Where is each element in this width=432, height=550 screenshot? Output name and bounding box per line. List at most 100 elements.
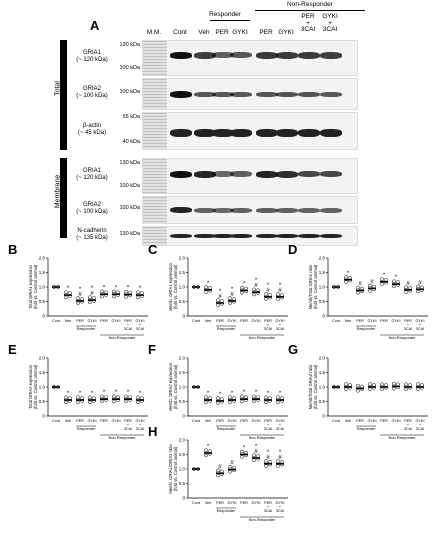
x-tick-label-F-7-1: + bbox=[279, 423, 282, 427]
sig-mark-E-4-0: * bbox=[103, 390, 106, 396]
y-axis-label-C-0: Memb. GRIA1 expression bbox=[168, 262, 173, 311]
band-lane-3 bbox=[212, 234, 234, 238]
data-point-F-1-1 bbox=[208, 399, 212, 403]
x-tick-label-G-4-0: PER bbox=[380, 419, 388, 423]
data-point-E-0-0 bbox=[52, 385, 56, 389]
y-axis-label-B-1: (fold vs. Control animal) bbox=[33, 264, 38, 309]
x-tick-label-D-6-1: + bbox=[407, 323, 410, 327]
mw-marker-3-0: 130 kDa bbox=[119, 160, 141, 166]
sig-mark-F-4-0: * bbox=[243, 390, 246, 396]
y-tick-label-E-2: 1.0 bbox=[39, 385, 46, 390]
data-point-C-4-2 bbox=[240, 287, 244, 292]
band-lane-7 bbox=[298, 171, 320, 177]
data-point-F-5-2 bbox=[252, 396, 256, 401]
data-point-D-0-3 bbox=[336, 285, 340, 289]
y-axis-label-E-0: Total GRIA2 expression bbox=[28, 364, 33, 409]
data-point-G-1-2 bbox=[344, 384, 348, 388]
x-tick-label-E-6-1: + bbox=[127, 423, 130, 427]
data-point-D-7-3 bbox=[420, 285, 424, 290]
x-tick-label-D-7-1: + bbox=[419, 323, 422, 327]
lane-header-3: PER bbox=[215, 29, 229, 36]
data-point-G-7-4 bbox=[416, 382, 420, 386]
sig-mark-B-6-0: * bbox=[127, 286, 130, 292]
data-point-G-0-0 bbox=[332, 385, 336, 389]
data-point-B-3-3 bbox=[92, 296, 96, 300]
x-tick-label-D-4-0: PER bbox=[380, 319, 388, 323]
x-tick-label-G-2-0: PER bbox=[356, 419, 364, 423]
data-point-F-3-0 bbox=[228, 400, 232, 405]
data-point-G-2-0 bbox=[356, 389, 360, 393]
y-tick-label-G-2: 1.0 bbox=[319, 385, 326, 390]
y-tick-label-C-3: 1.5 bbox=[179, 270, 186, 275]
data-point-B-0-1 bbox=[56, 285, 60, 289]
data-point-D-2-1 bbox=[360, 289, 364, 294]
responder-label-C: Responder bbox=[217, 327, 236, 331]
data-point-E-1-0 bbox=[64, 400, 68, 405]
responder-group-line bbox=[210, 20, 250, 21]
sig-mark-D-7-0: # bbox=[418, 280, 422, 286]
data-point-B-5-1 bbox=[116, 293, 120, 297]
y-tick-label-B-1: 0.5 bbox=[39, 299, 46, 304]
data-point-H-7-3 bbox=[280, 460, 284, 464]
data-point-F-1-4 bbox=[204, 395, 208, 399]
nonresponder-label-C: Non-Responder bbox=[249, 336, 277, 340]
data-point-F-6-0 bbox=[264, 400, 268, 405]
x-tick-label-H-7-0: GYKI bbox=[275, 501, 284, 505]
mw-marker-5-0: 130 kDa bbox=[119, 231, 141, 237]
sig-mark-F-5-0: * bbox=[255, 390, 258, 396]
data-point-H-2-3 bbox=[220, 469, 224, 474]
y-tick-label-B-0: 0 bbox=[42, 314, 45, 319]
data-point-H-1-1 bbox=[208, 452, 212, 456]
data-point-E-6-4 bbox=[124, 394, 128, 399]
sig-mark-E-6-0: * bbox=[127, 390, 130, 396]
responder-label-G: Responder bbox=[357, 427, 376, 431]
sig-mark-H-3-0: # bbox=[230, 461, 234, 467]
sig-mark-C-7-0: # bbox=[278, 288, 282, 294]
sig-mark-D-3-0: # bbox=[370, 279, 374, 285]
data-point-B-3-1 bbox=[92, 299, 96, 303]
x-tick-label-E-1-0: Veh bbox=[65, 419, 72, 423]
data-point-C-3-4 bbox=[228, 296, 232, 300]
data-point-B-4-4 bbox=[100, 289, 104, 294]
data-point-E-1-2 bbox=[64, 397, 68, 401]
data-point-E-0-2 bbox=[52, 385, 56, 389]
y-axis-label-B-0: Total GRIA1 expression bbox=[28, 264, 33, 309]
band-lane-5 bbox=[256, 92, 278, 97]
x-tick-label-B-0-0: Cont bbox=[52, 319, 61, 323]
data-point-G-3-1 bbox=[372, 386, 376, 390]
data-point-D-6-0 bbox=[404, 290, 408, 294]
sig-mark-H-2-0: # bbox=[218, 464, 222, 470]
data-point-B-1-0 bbox=[64, 295, 68, 300]
data-point-G-2-3 bbox=[360, 384, 364, 389]
sig-mark-C-2-0: # bbox=[218, 294, 222, 300]
x-tick-label-H-3-0: GYKI bbox=[227, 501, 236, 505]
band-lane-6 bbox=[276, 208, 298, 213]
x-tick-label-B-6-0: PER bbox=[124, 319, 132, 323]
sig-mark-F-2-0: * bbox=[219, 392, 222, 398]
band-lane-1 bbox=[170, 129, 192, 137]
mw-marker-0-1: 100 kDa bbox=[119, 65, 141, 71]
band-lane-6 bbox=[276, 92, 298, 97]
band-lane-4 bbox=[230, 171, 252, 177]
marker-ladder bbox=[143, 41, 167, 75]
data-point-B-5-0 bbox=[112, 294, 116, 299]
data-point-H-2-2 bbox=[216, 470, 220, 475]
sig-mark-B-7-0: * bbox=[139, 286, 142, 292]
sig-mark-H-4-0: * bbox=[243, 446, 246, 452]
data-point-B-4-3 bbox=[104, 290, 108, 294]
data-point-E-6-2 bbox=[124, 396, 128, 401]
sig-mark-C-5-0: # bbox=[254, 283, 258, 289]
y-tick-label-B-3: 1.5 bbox=[39, 270, 46, 275]
data-point-H-1-3 bbox=[208, 449, 212, 453]
sig-mark-C-4-0: * bbox=[243, 281, 246, 287]
marker-ladder bbox=[143, 79, 167, 109]
sig-mark-B-2-0: # bbox=[78, 292, 82, 298]
data-point-F-6-2 bbox=[264, 397, 268, 401]
y-tick-label-H-4: 2.0 bbox=[179, 438, 186, 443]
data-point-C-5-2 bbox=[252, 289, 256, 294]
y-tick-label-E-4: 2.0 bbox=[39, 356, 46, 361]
data-point-F-6-3 bbox=[268, 396, 272, 400]
data-point-F-0-4 bbox=[192, 385, 196, 389]
data-point-F-4-1 bbox=[244, 398, 248, 402]
data-point-C-1-2 bbox=[204, 287, 208, 291]
